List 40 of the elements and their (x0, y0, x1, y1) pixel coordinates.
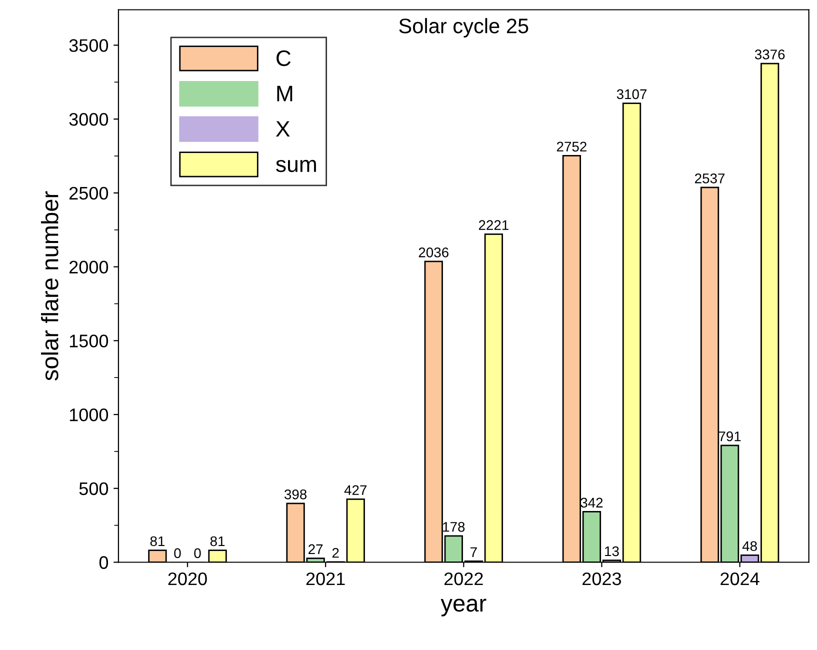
data-label: 342 (580, 498, 603, 508)
x-tick-label: 2020 (168, 572, 207, 586)
legend-label: sum (276, 160, 316, 172)
data-label: 2036 (418, 248, 448, 258)
legend-label: C (276, 50, 291, 66)
chart-title: Solar cycle 25 (399, 18, 528, 38)
data-label: 0 (174, 548, 181, 558)
x-tick-label: 2022 (444, 572, 483, 586)
x-tick-label: 2024 (720, 572, 760, 586)
data-label: 81 (210, 536, 225, 546)
data-label: 791 (718, 431, 741, 442)
x-axis-title: year (440, 598, 486, 616)
y-tick-label: 3000 (69, 113, 108, 126)
y-tick-label: 1000 (70, 408, 108, 422)
data-label: 427 (344, 485, 366, 495)
data-label: 0 (194, 548, 201, 558)
data-label: 3107 (616, 89, 647, 100)
y-tick-label: 2500 (69, 186, 108, 200)
legend-label: X (276, 121, 290, 137)
data-label: 7 (470, 547, 477, 557)
data-label: 178 (443, 522, 465, 532)
x-tick-label: 2021 (306, 572, 345, 586)
y-tick-label: 0 (99, 556, 108, 569)
data-label: 81 (150, 536, 165, 546)
data-label: 398 (284, 489, 307, 500)
data-label: 48 (742, 541, 757, 552)
data-label: 27 (308, 544, 323, 554)
y-tick-label: 3500 (69, 39, 108, 52)
y-axis-title: solar flare number (41, 191, 58, 380)
legend-label: M (277, 86, 292, 102)
data-label: 2537 (695, 173, 725, 184)
y-tick-label: 2000 (69, 260, 108, 274)
data-label: 2221 (478, 220, 508, 230)
x-tick-label: 2023 (582, 572, 622, 586)
data-label: 3376 (754, 50, 785, 60)
data-label: 13 (605, 546, 619, 556)
y-tick-label: 1500 (70, 334, 108, 348)
data-label: 2752 (556, 142, 586, 152)
data-label: 2 (332, 548, 339, 558)
y-tick-label: 500 (79, 482, 108, 496)
